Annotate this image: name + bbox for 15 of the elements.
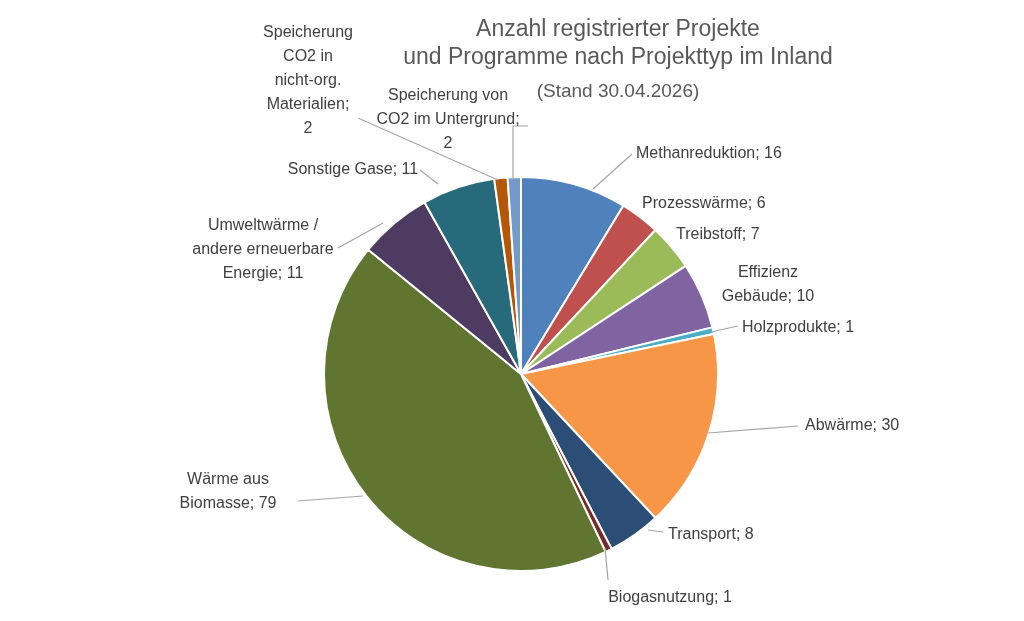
slice-label: Sonstige Gase; 11 (287, 160, 419, 177)
slice-label: Prozesswärme; 6 (642, 194, 766, 211)
chart-title: Anzahl registrierter Projekte und Programme nach Projekttyp im Inland (403, 15, 833, 69)
slice-label: Speicherung CO2 in nicht-org. Materialien; 2 (263, 23, 353, 136)
slice-label: Transport; 8 (668, 525, 754, 542)
slice-label: Holzprodukte; 1 (742, 318, 855, 335)
slice-label: Umweltwärme / andere erneuerbare Energie; 11 (192, 216, 334, 281)
slice-label: Abwärme; 30 (805, 416, 900, 433)
slice-label: Methanreduktion; 16 (636, 144, 782, 161)
slice-label: Speicherung von CO2 im Untergrund; 2 (376, 86, 520, 151)
text: (Stand 30.04.2026) (536, 80, 700, 101)
slice-label: Wärme aus Biomasse; 79 (179, 470, 277, 511)
slice-label: Effizienz Gebäude; 10 (721, 263, 815, 304)
slice-label: Biogasnutzung; 1 (608, 588, 732, 605)
slice-label: Treibstoff; 7 (676, 225, 760, 242)
